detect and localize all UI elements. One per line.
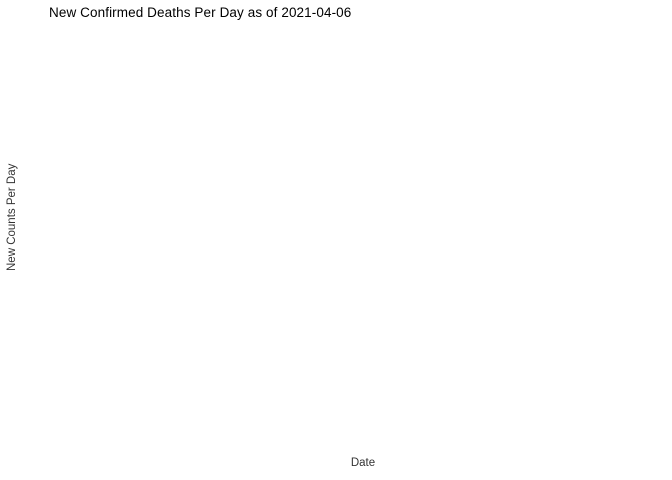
x-axis-title: Date — [350, 457, 376, 469]
chart-title: New Confirmed Deaths Per Day as of 2021-… — [49, 5, 352, 20]
y-axis-title: New Counts Per Day — [6, 163, 18, 272]
